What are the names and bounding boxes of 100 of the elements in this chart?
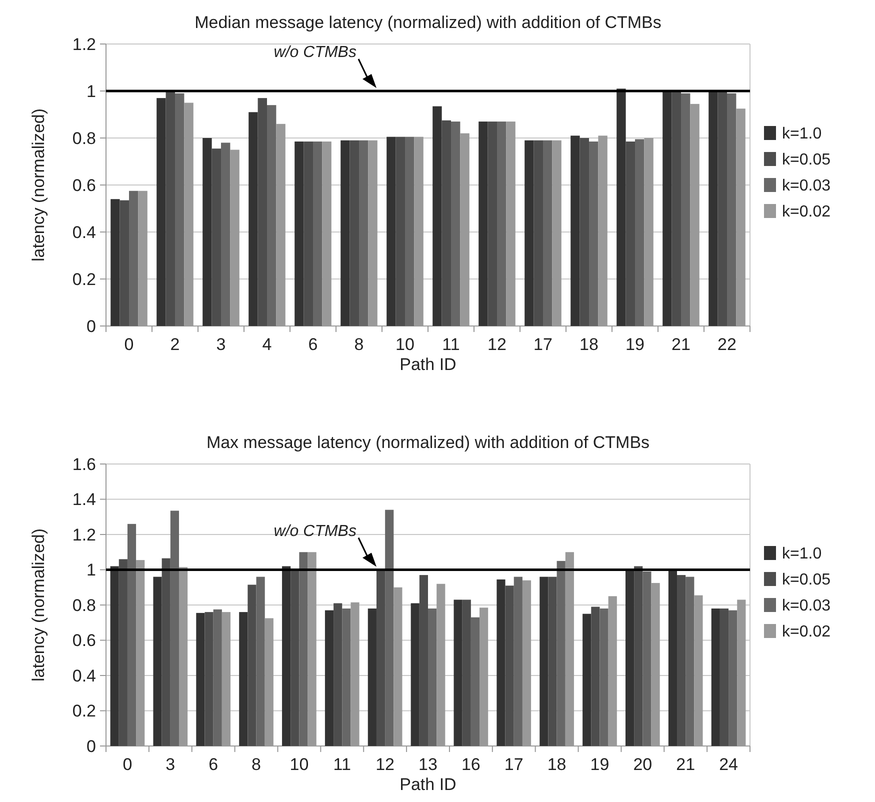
x-tick-label: 12 [488,335,506,354]
bar [720,608,729,746]
bar [432,106,442,326]
y-tick-label: 0.2 [72,270,96,289]
bar [462,600,471,746]
bar [196,612,205,746]
bar [442,120,451,326]
bar [212,148,221,326]
bar [405,136,414,326]
x-tick-label: 13 [418,755,438,774]
bar [580,138,589,326]
y-axis-title: latency (normalized) [29,108,48,262]
x-axis-title: Path ID [400,355,456,374]
y-tick-label: 0.4 [72,222,96,242]
ref-line-label: w/o CTMBs [274,522,356,540]
bar [386,136,396,326]
x-tick-label: 16 [461,755,480,774]
x-tick-label: 0 [124,335,134,354]
bar [616,88,626,326]
bar [540,576,548,746]
y-tick-label: 0 [86,736,96,756]
bar [376,570,386,746]
bar [248,584,256,746]
bar [635,139,644,326]
y-tick-label: 0.6 [72,631,96,650]
bar [711,608,720,746]
bar [686,576,694,746]
bar [410,603,420,746]
x-tick-label: 20 [633,755,652,774]
x-tick-label: 17 [504,755,524,774]
bar [728,610,738,746]
bar [470,617,480,746]
bar [340,140,350,326]
x-tick-label: 18 [580,335,598,354]
bar [162,558,170,746]
bar [534,140,543,326]
bar [591,606,600,746]
bar [428,608,437,746]
legend-label: k=0.02 [782,204,831,221]
bar [589,142,598,326]
bar [290,570,300,746]
bar [204,612,214,746]
bar [708,91,718,326]
bar [662,91,672,326]
bar [497,122,506,326]
bar [282,566,291,746]
legend-label: k=0.05 [782,152,831,169]
bar [294,142,304,326]
bar [668,570,678,746]
x-tick-label: 11 [442,335,460,354]
x-tick-label: 21 [676,755,696,774]
x-tick-label: 19 [590,755,610,774]
bar [324,610,334,746]
y-tick-label: 1 [86,560,96,580]
x-tick-label: 2 [170,335,180,354]
x-tick-label: 12 [376,755,395,774]
bar [556,560,566,746]
legend-label: k=0.02 [782,624,831,641]
bar [570,136,580,326]
bar [625,570,634,746]
y-tick-label: 0.8 [72,128,96,148]
bar [582,614,592,746]
bar [524,140,534,326]
bar [248,112,258,326]
bar [110,199,120,326]
bar [634,566,643,746]
bar [342,608,351,746]
bar [127,524,136,746]
bar [451,122,460,326]
bar [258,98,267,326]
bar [548,576,557,746]
bar [496,579,506,746]
bar [642,572,652,746]
bar [600,608,608,746]
y-tick-label: 1.6 [72,454,96,474]
ref-line-label: w/o CTMBs [274,44,356,61]
bar [304,142,313,326]
x-tick-label: 3 [216,335,226,354]
x-tick-label: 8 [354,335,364,354]
bar [267,105,276,326]
bar [221,142,230,326]
y-tick-label: 0.2 [72,702,96,721]
bar [153,576,162,746]
bar [478,122,488,326]
legend-label: k=1.0 [782,546,822,563]
bar [202,138,212,326]
bar [514,576,522,746]
x-tick-label: 17 [534,335,552,354]
bar [454,600,462,746]
x-tick-label: 10 [396,335,414,354]
bar [170,510,179,746]
bar [543,140,552,326]
legend-label: k=0.05 [782,572,831,589]
y-tick-label: 0 [86,316,96,336]
bar [672,91,681,326]
bar [505,586,514,746]
chart-title: Max message latency (normalized) with addition of CTMBs [206,433,650,452]
legend-label: k=1.0 [782,126,822,143]
bar [396,136,405,326]
y-tick-label: 1.2 [72,525,96,544]
